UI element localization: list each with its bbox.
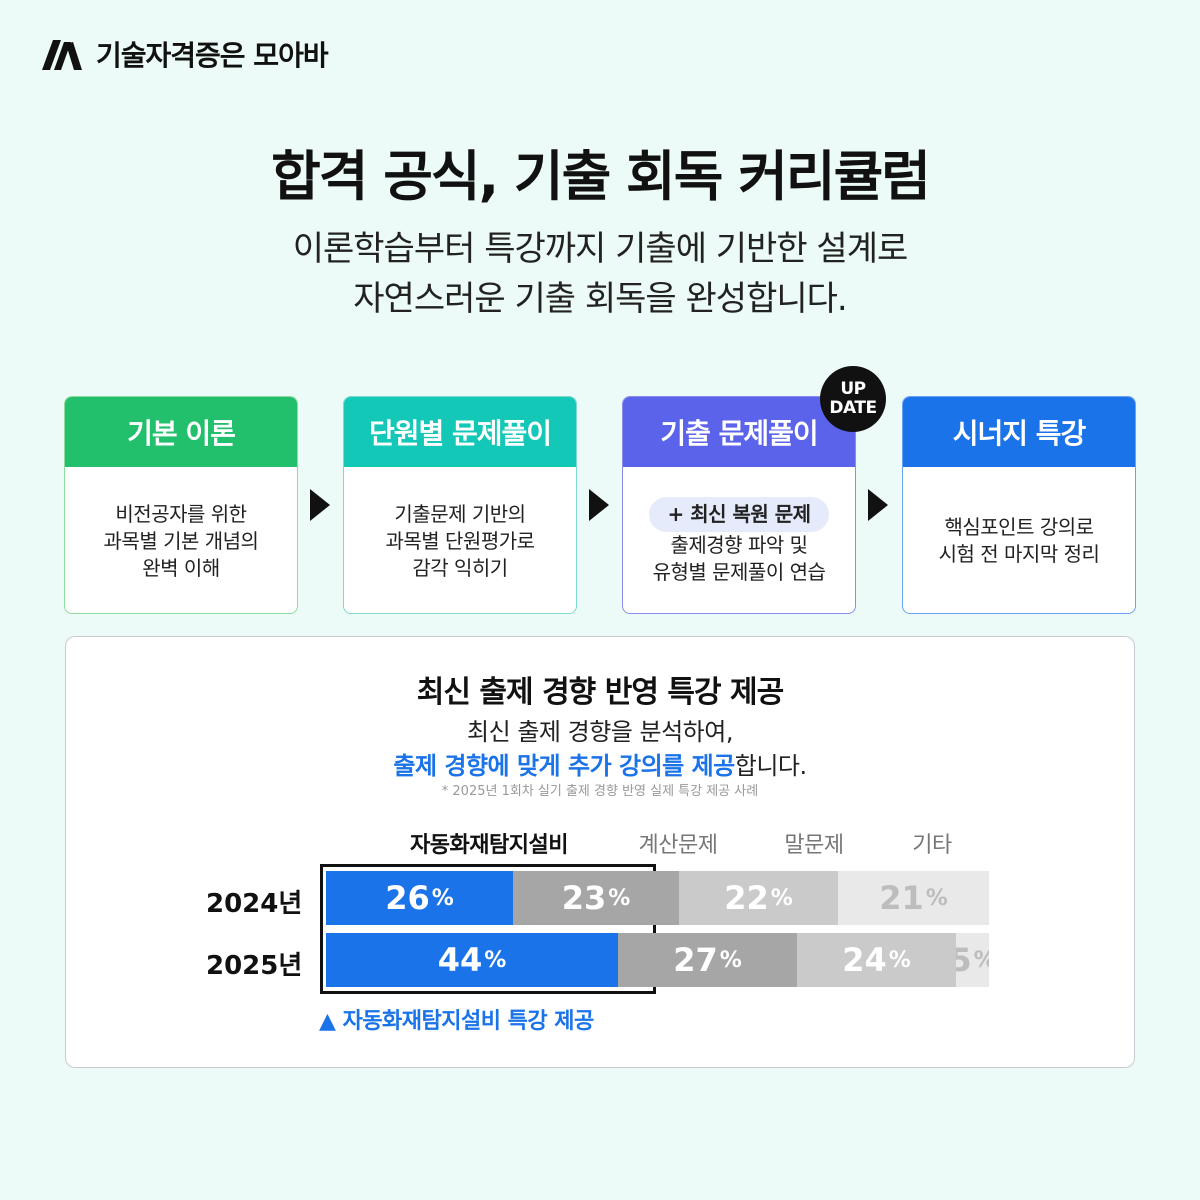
chart-year-label: 2024년 <box>206 889 303 919</box>
chart-bar-segment: 23% <box>513 871 679 925</box>
chart-bar-unit: % <box>888 947 911 973</box>
chart-bar-segment: 26% <box>326 871 513 925</box>
step-description: 핵심포인트 강의로 시험 전 마지막 정리 <box>903 467 1135 613</box>
panel-title: 최신 출제 경향 반영 특강 제공 <box>416 675 784 710</box>
step-title: 기출 문제풀이 <box>623 397 855 467</box>
step-past-exam-problems: 기출 문제풀이 + 최신 복원 문제 출제경향 파악 및 유형별 문제풀이 연습 <box>622 396 856 614</box>
chart-bar-segment: 27% <box>618 933 797 987</box>
step-line: 비전공자를 위한 <box>115 501 247 526</box>
panel-desc-line: 출제 경향에 맞게 추가 강의를 제공합니다. <box>66 749 1134 783</box>
chart-bar-value: 27 <box>673 941 718 979</box>
trend-panel: 최신 출제 경향 반영 특강 제공 최신 출제 경향을 분석하여, 출제 경향에… <box>65 636 1135 1068</box>
chart-bar-unit: % <box>770 885 793 911</box>
step-basic-theory: 기본 이론 비전공자를 위한 과목별 기본 개념의 완벽 이해 <box>64 396 298 614</box>
chart-bar-value: 26 <box>385 879 430 917</box>
chart-bar-segment: 22% <box>679 871 838 925</box>
chart-bar-value: 5 <box>956 941 972 979</box>
step-arrow-icon <box>868 489 888 521</box>
badge-line: DATE <box>829 398 877 418</box>
chart-bar-unit: % <box>925 885 948 911</box>
step-line: 핵심포인트 강의로 <box>944 515 1094 539</box>
step-description: 비전공자를 위한 과목별 기본 개념의 완벽 이해 <box>65 467 297 613</box>
chart-bar-value: 44 <box>437 941 483 979</box>
chart-bar-unit: % <box>431 885 454 911</box>
step-arrow-icon <box>589 489 609 521</box>
chart-bar-segment: 24% <box>797 933 956 987</box>
panel-description: 최신 출제 경향을 분석하여, 출제 경향에 맞게 추가 강의를 제공합니다. <box>66 715 1134 783</box>
new-problems-pill: + 최신 복원 문제 <box>649 496 829 532</box>
moaba-logo-icon <box>42 40 82 70</box>
update-badge: UP DATE <box>820 366 886 432</box>
badge-line: UP <box>840 379 866 399</box>
step-line: 출제경향 파악 및 <box>670 532 808 557</box>
step-line: 과목별 단원평가로 <box>385 528 535 553</box>
step-synergy-lecture: 시너지 특강 핵심포인트 강의로 시험 전 마지막 정리 <box>902 396 1136 614</box>
chart-bar-unit: % <box>484 947 507 973</box>
page-title: 합격 공식, 기출 회독 커리큘럼 <box>271 145 931 208</box>
step-title: 기본 이론 <box>65 397 297 467</box>
step-arrow-icon <box>310 489 330 521</box>
chart-bar-unit: % <box>974 948 989 973</box>
chart-bar-value: 21 <box>879 879 924 917</box>
chart-bar-segment: 21% <box>838 871 989 925</box>
chart-category-label: 자동화재탐지설비 <box>410 833 568 858</box>
brand-name: 기술자격증은 모아바 <box>96 39 329 72</box>
panel-footnote: ▲ 자동화재탐지설비 특강 제공 <box>319 1009 594 1034</box>
step-line: 기출문제 기반의 <box>394 501 526 526</box>
chart-category-label: 기타 <box>912 833 952 858</box>
panel-desc-rest: 합니다. <box>734 752 807 780</box>
step-line: 완벽 이해 <box>142 555 220 580</box>
chart-bar-segment: 44% <box>326 933 618 987</box>
curriculum-steps: 기본 이론 비전공자를 위한 과목별 기본 개념의 완벽 이해 단원별 문제풀이… <box>64 366 1136 614</box>
step-description: + 최신 복원 문제 출제경향 파악 및 유형별 문제풀이 연습 <box>623 467 855 613</box>
step-line: 감각 익히기 <box>412 555 508 580</box>
chart-bar-value: 24 <box>842 941 887 979</box>
chart-category-label: 계산문제 <box>638 833 718 858</box>
chart-bar-segment: 5% <box>956 933 989 987</box>
step-title: 시너지 특강 <box>903 397 1135 467</box>
panel-desc-highlight: 출제 경향에 맞게 추가 강의를 제공 <box>393 752 735 780</box>
chart-bar-unit: % <box>608 885 631 911</box>
chart-bar-value: 22 <box>724 879 769 917</box>
brand: 기술자격증은 모아바 <box>40 34 329 74</box>
chart-bar-unit: % <box>719 947 742 973</box>
chart-category-label: 말문제 <box>784 833 844 858</box>
chart-bar-value: 23 <box>561 879 607 917</box>
subtitle-line: 이론학습부터 특강까지 기출에 기반한 설계로 <box>292 229 909 269</box>
step-description: 기출문제 기반의 과목별 단원평가로 감각 익히기 <box>344 467 576 613</box>
step-line: 유형별 문제풀이 연습 <box>652 559 826 584</box>
chart-year-label: 2025년 <box>206 951 303 981</box>
step-line: 과목별 기본 개념의 <box>103 528 259 553</box>
panel-note: * 2025년 1회차 실기 출제 경향 반영 실제 특강 제공 사례 <box>441 784 759 799</box>
step-title: 단원별 문제풀이 <box>344 397 576 467</box>
subtitle-line: 자연스러운 기출 회독을 완성합니다. <box>353 279 847 319</box>
step-line: 시험 전 마지막 정리 <box>938 542 1100 566</box>
panel-desc-line: 최신 출제 경향을 분석하여, <box>467 718 733 746</box>
step-unit-problems: 단원별 문제풀이 기출문제 기반의 과목별 단원평가로 감각 익히기 <box>343 396 577 614</box>
page-subtitle: 이론학습부터 특강까지 기출에 기반한 설계로 자연스러운 기출 회독을 완성합… <box>0 224 1200 324</box>
